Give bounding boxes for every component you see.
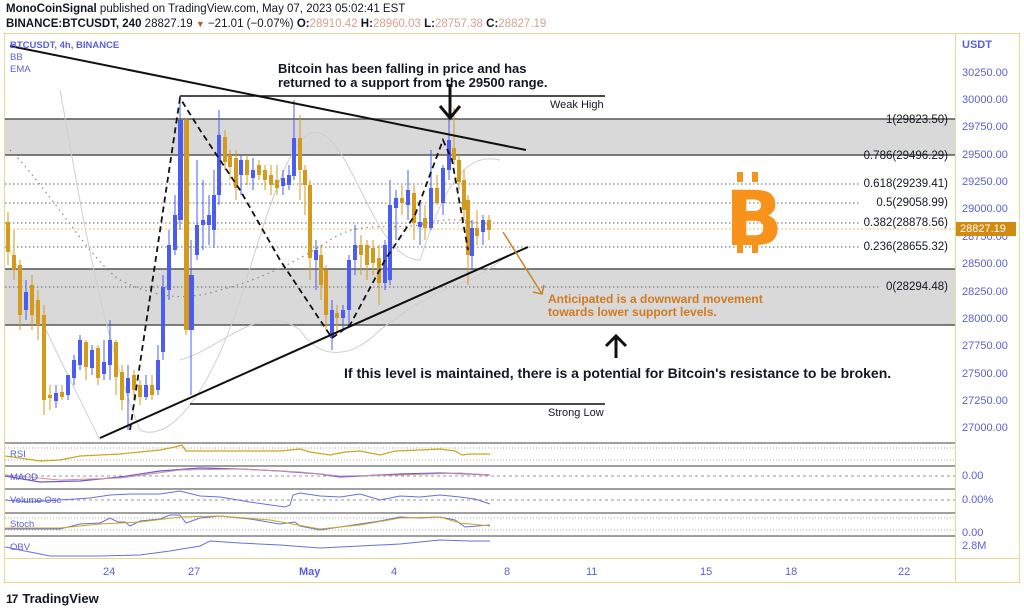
obv-line — [4, 539, 490, 557]
price-tick: 27250.00 — [962, 395, 1008, 407]
chart-frame — [4, 33, 1020, 583]
time-tick: 4 — [391, 566, 398, 578]
fib-label-0236: 0.236(28655.32) — [863, 241, 948, 253]
orange-projection-arrow-icon — [502, 231, 545, 295]
subpanel-label-stoch[interactable]: Stoch — [10, 519, 35, 530]
descending-resistance-line[interactable] — [9, 45, 527, 151]
strong-low-label: Strong Low — [548, 407, 604, 419]
tradingview-mark-icon: 17 — [6, 591, 18, 606]
subpanel-value-volume-osc: 0.00% — [962, 494, 994, 506]
price-tick: 28500.00 — [962, 258, 1008, 270]
publish-info: MonoCoinSignal published on TradingView.… — [6, 2, 1016, 17]
symbol-info: BINANCE:BTCUSDT, 240 28827.19 ▼ −21.01 (… — [6, 17, 1016, 32]
legend-item-ema[interactable]: EMA — [10, 64, 31, 75]
subpanel-value-obv: 2.8M — [962, 540, 987, 552]
annotation-orange-line2: towards lower support levels. — [548, 305, 717, 319]
close-value: 28827.19 — [498, 18, 547, 30]
annotation-orange-line1: Anticipated is a downward movement — [548, 292, 763, 306]
chart-header: MonoCoinSignal published on TradingView.… — [6, 2, 1016, 32]
price-tick: 29000.00 — [962, 203, 1008, 215]
legend-title[interactable]: BTCUSDT, 4h, BINANCE — [10, 40, 120, 51]
current-price-tag: 28827.19 — [956, 222, 1016, 236]
subpanel-value-stoch: 0.00 — [962, 527, 984, 539]
subpanel-label-rsi[interactable]: RSI — [10, 449, 26, 460]
down-arrow-icon — [438, 84, 462, 121]
publisher-name[interactable]: MonoCoinSignal — [6, 3, 97, 15]
price-tick: 29250.00 — [962, 176, 1008, 188]
annotation-orange: Anticipated is a downward movement towar… — [548, 293, 763, 319]
price-axis-currency: USDT — [962, 39, 992, 51]
high-label: H: — [360, 18, 373, 30]
time-tick: 18 — [785, 566, 798, 578]
volume-osc-line — [4, 490, 491, 508]
tradingview-logo[interactable]: 17 TradingView — [6, 591, 99, 606]
chart-legend: BTCUSDT, 4h, BINANCE BB EMA — [10, 40, 119, 76]
time-tick: 11 — [586, 566, 598, 578]
time-tick: 8 — [504, 566, 511, 578]
up-arrow-icon — [604, 333, 628, 358]
fib-label-0382: 0.382(28878.56) — [863, 217, 948, 229]
subpanel-dividers — [5, 442, 955, 537]
open-label: O: — [296, 18, 310, 30]
published-text: published on TradingView.com, May 07, 20… — [99, 3, 406, 15]
subpanel-label-volume-osc[interactable]: Volume Osc — [10, 495, 62, 506]
annotation-top: Bitcoin has been falling in price and ha… — [278, 62, 547, 90]
time-tick: May — [299, 566, 321, 578]
time-tick: 24 — [103, 566, 116, 578]
price-tick: 27000.00 — [962, 422, 1008, 434]
fib-lines — [5, 183, 880, 288]
fib-label-0: 0(28294.48) — [885, 281, 948, 293]
zigzag-pattern — [129, 95, 469, 431]
last-price: 28827.19 — [144, 18, 193, 30]
candlesticks — [6, 97, 491, 430]
price-tick: 29750.00 — [962, 121, 1008, 133]
fib-label-05: 0.5(29058.99) — [876, 197, 948, 209]
fib-label-0786: 0.786(29496.29) — [863, 150, 948, 162]
time-axis[interactable] — [4, 558, 1020, 583]
price-tick: 27750.00 — [962, 340, 1008, 352]
subpanel-label-obv[interactable]: OBV — [10, 542, 31, 553]
price-change: −21.01 (−0.07%) — [207, 18, 294, 30]
ascending-support-line[interactable] — [99, 246, 529, 439]
stoch-line — [5, 514, 491, 531]
subpanel-label-macd[interactable]: MACD — [10, 472, 38, 483]
price-axis[interactable] — [955, 33, 1020, 583]
subpanel-value-macd: 0.00 — [962, 470, 984, 482]
down-triangle-icon: ▼ — [195, 19, 205, 29]
low-value: 28757.38 — [434, 18, 483, 30]
price-tick: 27500.00 — [962, 368, 1008, 380]
close-label: C: — [486, 18, 499, 30]
weak-high-label: Weak High — [550, 99, 604, 111]
tradingview-brand: TradingView — [22, 591, 99, 606]
time-tick: 15 — [700, 566, 713, 578]
legend-item-bb[interactable]: BB — [10, 52, 23, 63]
time-tick: 22 — [898, 566, 911, 578]
price-tick: 29500.00 — [962, 149, 1008, 161]
price-tick: 30250.00 — [962, 67, 1008, 79]
rsi-line — [4, 444, 490, 462]
time-tick: 27 — [188, 566, 201, 578]
resistance-zone — [5, 119, 955, 155]
symbol-name[interactable]: BINANCE:BTCUSDT, 240 — [6, 18, 142, 30]
fib-label-0618: 0.618(29239.41) — [863, 178, 948, 190]
price-tick: 28250.00 — [962, 286, 1008, 298]
open-value: 28910.42 — [309, 18, 358, 30]
annotation-top-line2: returned to a support from the 29500 ran… — [278, 75, 548, 90]
fib-label-1: 1(29823.50) — [885, 114, 948, 126]
price-tick: 28000.00 — [962, 313, 1008, 325]
price-tick: 30000.00 — [962, 94, 1008, 106]
annotation-top-line1: Bitcoin has been falling in price and ha… — [278, 61, 527, 76]
annotation-bottom: If this level is maintained, there is a … — [344, 365, 892, 381]
high-value: 28960.03 — [372, 18, 421, 30]
low-label: L: — [424, 18, 435, 30]
